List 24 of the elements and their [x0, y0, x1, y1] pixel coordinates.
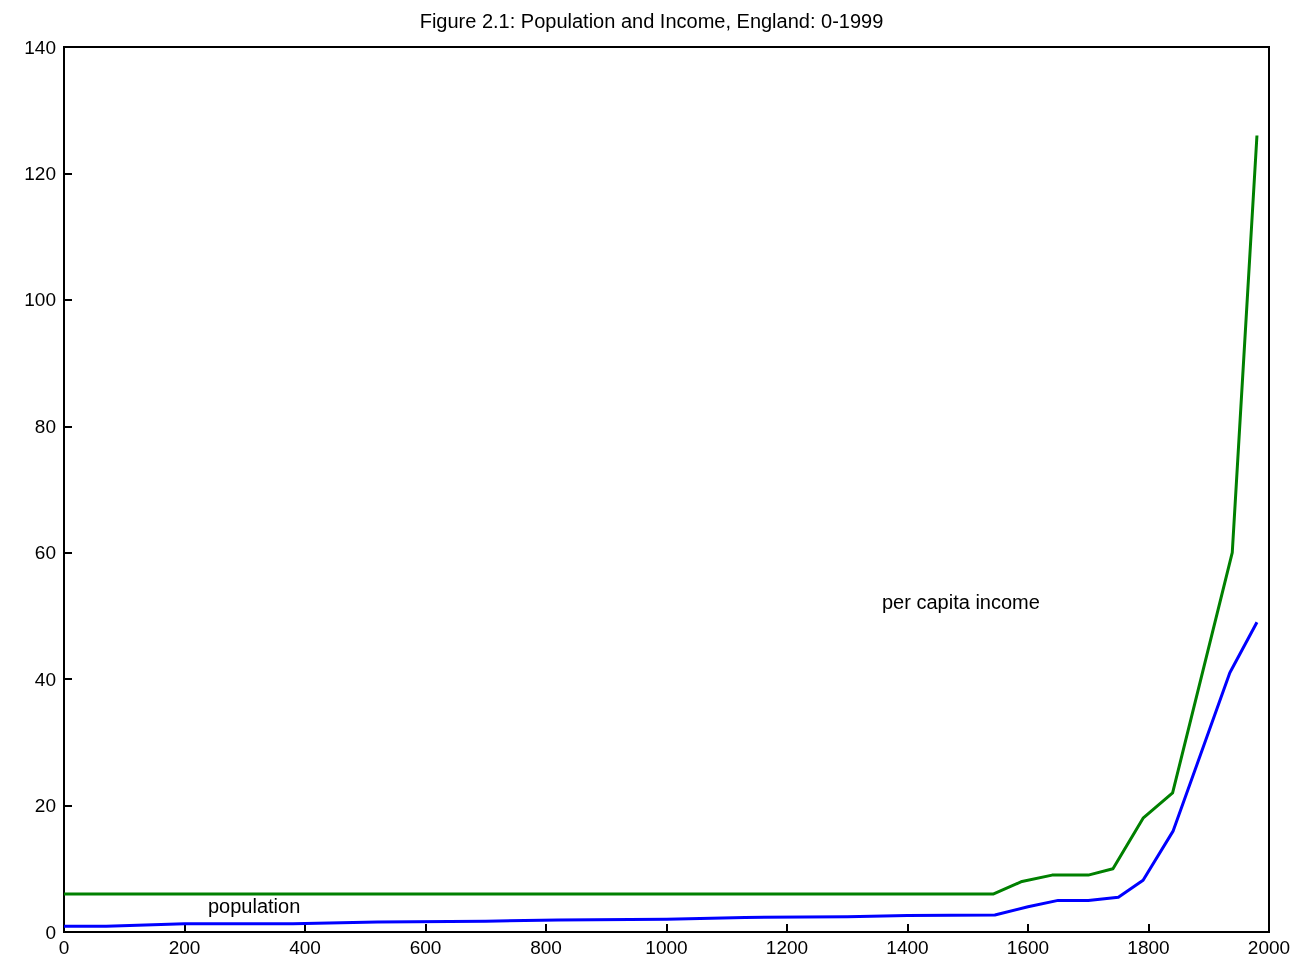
x-tick-label: 200: [168, 937, 201, 958]
chart-title: Figure 2.1: Population and Income, England: 0-1999: [419, 10, 884, 32]
annotation: population: [208, 895, 301, 917]
x-tick-label: 1600: [1006, 937, 1050, 958]
annotation: per capita income: [882, 591, 1040, 613]
x-tick-label: 800: [530, 937, 562, 958]
y-tick-label: 80: [34, 415, 56, 437]
x-tick-label: 2000: [1247, 937, 1291, 958]
x-tick-label: 600: [409, 937, 442, 958]
y-tick-label: 100: [24, 289, 56, 311]
x-tick-label: 400: [289, 937, 321, 958]
x-tick-label: 1800: [1127, 937, 1170, 958]
line-series: [62, 134, 1259, 896]
x-tick-label: 1200: [765, 937, 809, 958]
y-tick-label: 0: [45, 921, 56, 943]
x-tick-label: 1000: [645, 937, 688, 958]
x-tick-label: 0: [58, 937, 70, 958]
y-tick-label: 60: [34, 542, 56, 564]
y-tick-label: 120: [24, 162, 56, 184]
line-series: [62, 620, 1259, 928]
y-tick-label: 40: [34, 668, 56, 690]
x-tick-label: 1400: [886, 937, 929, 958]
y-tick-label: 20: [34, 795, 56, 817]
y-tick-label: 140: [24, 36, 56, 58]
